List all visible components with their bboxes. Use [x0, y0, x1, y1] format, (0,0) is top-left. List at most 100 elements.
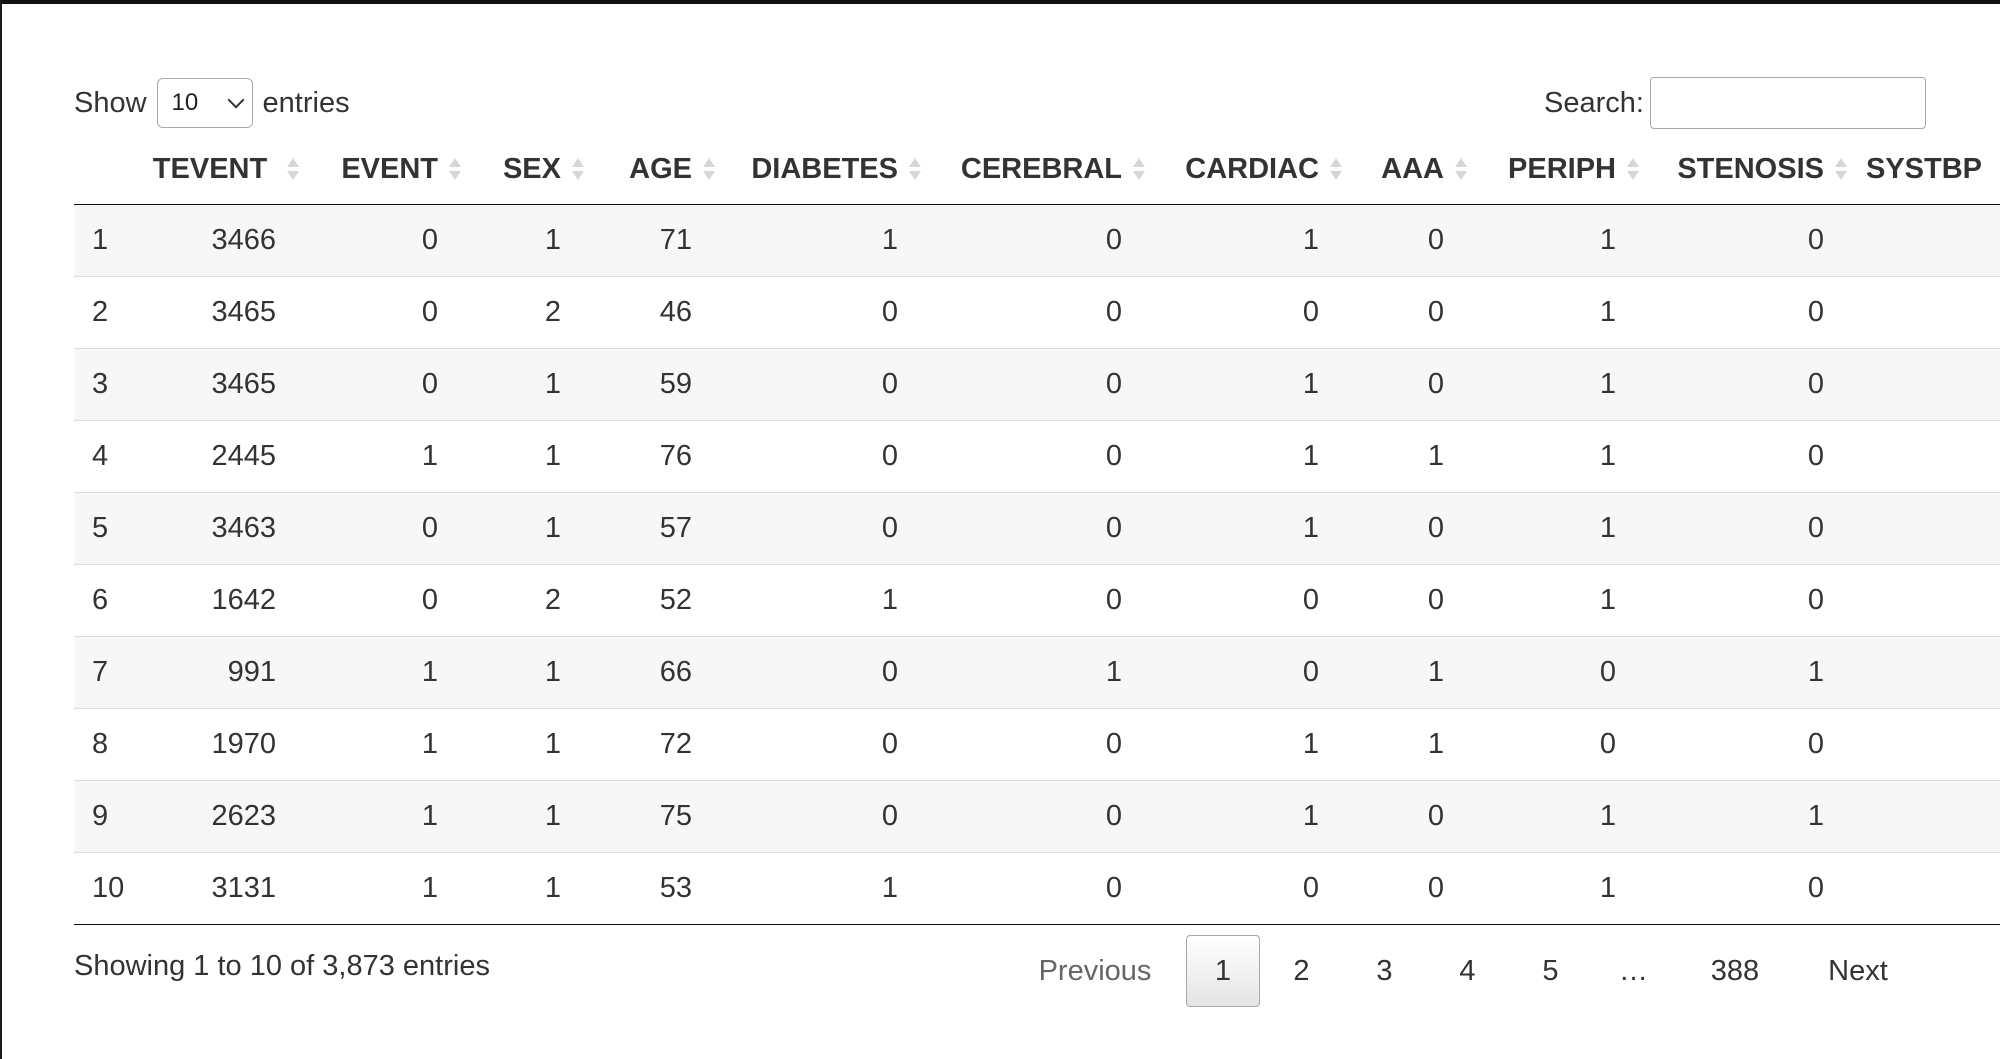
row-index-cell: 2 — [74, 275, 144, 348]
table-cell: 0 — [310, 491, 472, 564]
pagination-page-4-button[interactable]: 4 — [1459, 954, 1476, 987]
column-header-event[interactable]: EVENT — [310, 136, 472, 205]
table-cell: 1 — [1858, 707, 2000, 780]
column-header-cerebral[interactable]: CEREBRAL — [932, 136, 1156, 205]
table-row[interactable]: 33465015900101014 — [74, 347, 2000, 420]
pagination-page-3-button[interactable]: 3 — [1376, 954, 1393, 987]
table-row[interactable]: 103131115310001017 — [74, 851, 2000, 925]
table-cell: 1642 — [144, 563, 310, 636]
table-cell: 1970 — [144, 707, 310, 780]
row-index-cell: 3 — [74, 347, 144, 420]
table-cell: 0 — [932, 851, 1156, 925]
table-cell: 3465 — [144, 275, 310, 348]
table-cell: 1 — [726, 563, 932, 636]
pagination-next-button[interactable]: Next — [1828, 954, 1888, 987]
table-cell: 76 — [595, 419, 726, 492]
table-cell: 1 — [1353, 635, 1478, 708]
pagination-page-2-button[interactable]: 2 — [1293, 954, 1310, 987]
sort-icon — [702, 156, 716, 184]
table-cell: 0 — [1650, 419, 1858, 492]
table-cell: 53 — [595, 851, 726, 925]
table-row[interactable]: 23465024600001013 — [74, 275, 2000, 348]
table-row[interactable]: 8197011720011001 — [74, 707, 2000, 780]
table-cell: 18 — [1858, 203, 2000, 276]
table-row[interactable]: 92623117500101117 — [74, 779, 2000, 852]
table-cell: 0 — [932, 203, 1156, 276]
table-cell: 1 — [726, 851, 932, 925]
table-row[interactable]: 53463015700101017 — [74, 491, 2000, 564]
table-cell: 1 — [472, 419, 595, 492]
table-cell: 0 — [310, 563, 472, 636]
entries-per-page-value: 10 — [171, 89, 199, 116]
table-cell: 66 — [595, 635, 726, 708]
table-cell: 0 — [932, 563, 1156, 636]
table-cell: 1 — [310, 419, 472, 492]
table-cell: 0 — [932, 779, 1156, 852]
table-cell: 0 — [1353, 779, 1478, 852]
chevron-down-icon — [227, 91, 245, 109]
table-cell: 0 — [726, 635, 932, 708]
table-row[interactable]: 7991116601010116 — [74, 635, 2000, 708]
table-cell: 2445 — [144, 419, 310, 492]
table-cell: 0 — [1353, 563, 1478, 636]
table-cell: 3466 — [144, 203, 310, 276]
row-index-cell: 6 — [74, 563, 144, 636]
table-cell: 1 — [1478, 779, 1650, 852]
table-row[interactable]: 13466017110101018 — [74, 203, 2000, 276]
column-header-stenosis[interactable]: STENOSIS — [1650, 136, 1858, 205]
column-header-aaa[interactable]: AAA — [1353, 136, 1478, 205]
column-header-tevent[interactable]: TEVENT — [144, 136, 310, 205]
table-cell: 1 — [1156, 419, 1353, 492]
table-cell: 46 — [595, 275, 726, 348]
table-cell: 1 — [1650, 635, 1858, 708]
table-cell: 13 — [1858, 275, 2000, 348]
column-header-index — [74, 136, 144, 205]
table-cell: 1 — [472, 779, 595, 852]
column-header-diabetes[interactable]: DIABETES — [726, 136, 932, 205]
table-cell: 0 — [1650, 275, 1858, 348]
table-cell: 1 — [1478, 563, 1650, 636]
table-cell: 0 — [1650, 707, 1858, 780]
pagination-previous-button[interactable]: Previous — [1038, 954, 1152, 987]
table-cell: 991 — [144, 635, 310, 708]
entries-per-page-select[interactable]: 10 — [156, 78, 253, 128]
table-row[interactable]: 42445117600111014 — [74, 419, 2000, 492]
table-cell: 17 — [1858, 779, 2000, 852]
pagination-page-388-button[interactable]: 388 — [1710, 954, 1760, 987]
column-header-age[interactable]: AGE — [595, 136, 726, 205]
table-cell: 0 — [1650, 203, 1858, 276]
sort-icon — [571, 156, 585, 184]
row-index-cell: 9 — [74, 779, 144, 852]
table-cell: 0 — [726, 491, 932, 564]
table-info-text: Showing 1 to 10 of 3,873 entries — [74, 950, 490, 982]
table-cell: 2 — [472, 563, 595, 636]
pagination-page-5-button[interactable]: 5 — [1542, 954, 1559, 987]
table-container: TEVENT EVENT SEX AGE DIABETES CEREBRAL C… — [74, 136, 2000, 925]
search-control: Search: — [1544, 77, 1926, 129]
table-cell: 0 — [1650, 563, 1858, 636]
table-cell: 1 — [1478, 347, 1650, 420]
table-row[interactable]: 61642025210001016 — [74, 563, 2000, 636]
table-cell: 0 — [932, 347, 1156, 420]
table-cell: 1 — [1650, 779, 1858, 852]
table-cell: 1 — [310, 635, 472, 708]
column-header-periph[interactable]: PERIPH — [1478, 136, 1650, 205]
table-cell: 0 — [1353, 203, 1478, 276]
window-left-border — [0, 0, 2, 1059]
table-cell: 1 — [472, 635, 595, 708]
column-header-sex[interactable]: SEX — [472, 136, 595, 205]
column-header-systbp[interactable]: SYSTBP — [1858, 136, 2000, 205]
show-label: Show — [74, 86, 147, 119]
table-cell: 1 — [1156, 779, 1353, 852]
table-cell: 1 — [1156, 491, 1353, 564]
column-header-cardiac[interactable]: CARDIAC — [1156, 136, 1353, 205]
row-index-cell: 5 — [74, 491, 144, 564]
table-cell: 0 — [1650, 347, 1858, 420]
search-input[interactable] — [1649, 77, 1926, 129]
row-index-cell: 8 — [74, 707, 144, 780]
table-cell: 16 — [1858, 563, 2000, 636]
table-cell: 1 — [1156, 203, 1353, 276]
table-cell: 0 — [310, 347, 472, 420]
table-cell: 2623 — [144, 779, 310, 852]
pagination-page-1-button[interactable]: 1 — [1186, 935, 1260, 1007]
